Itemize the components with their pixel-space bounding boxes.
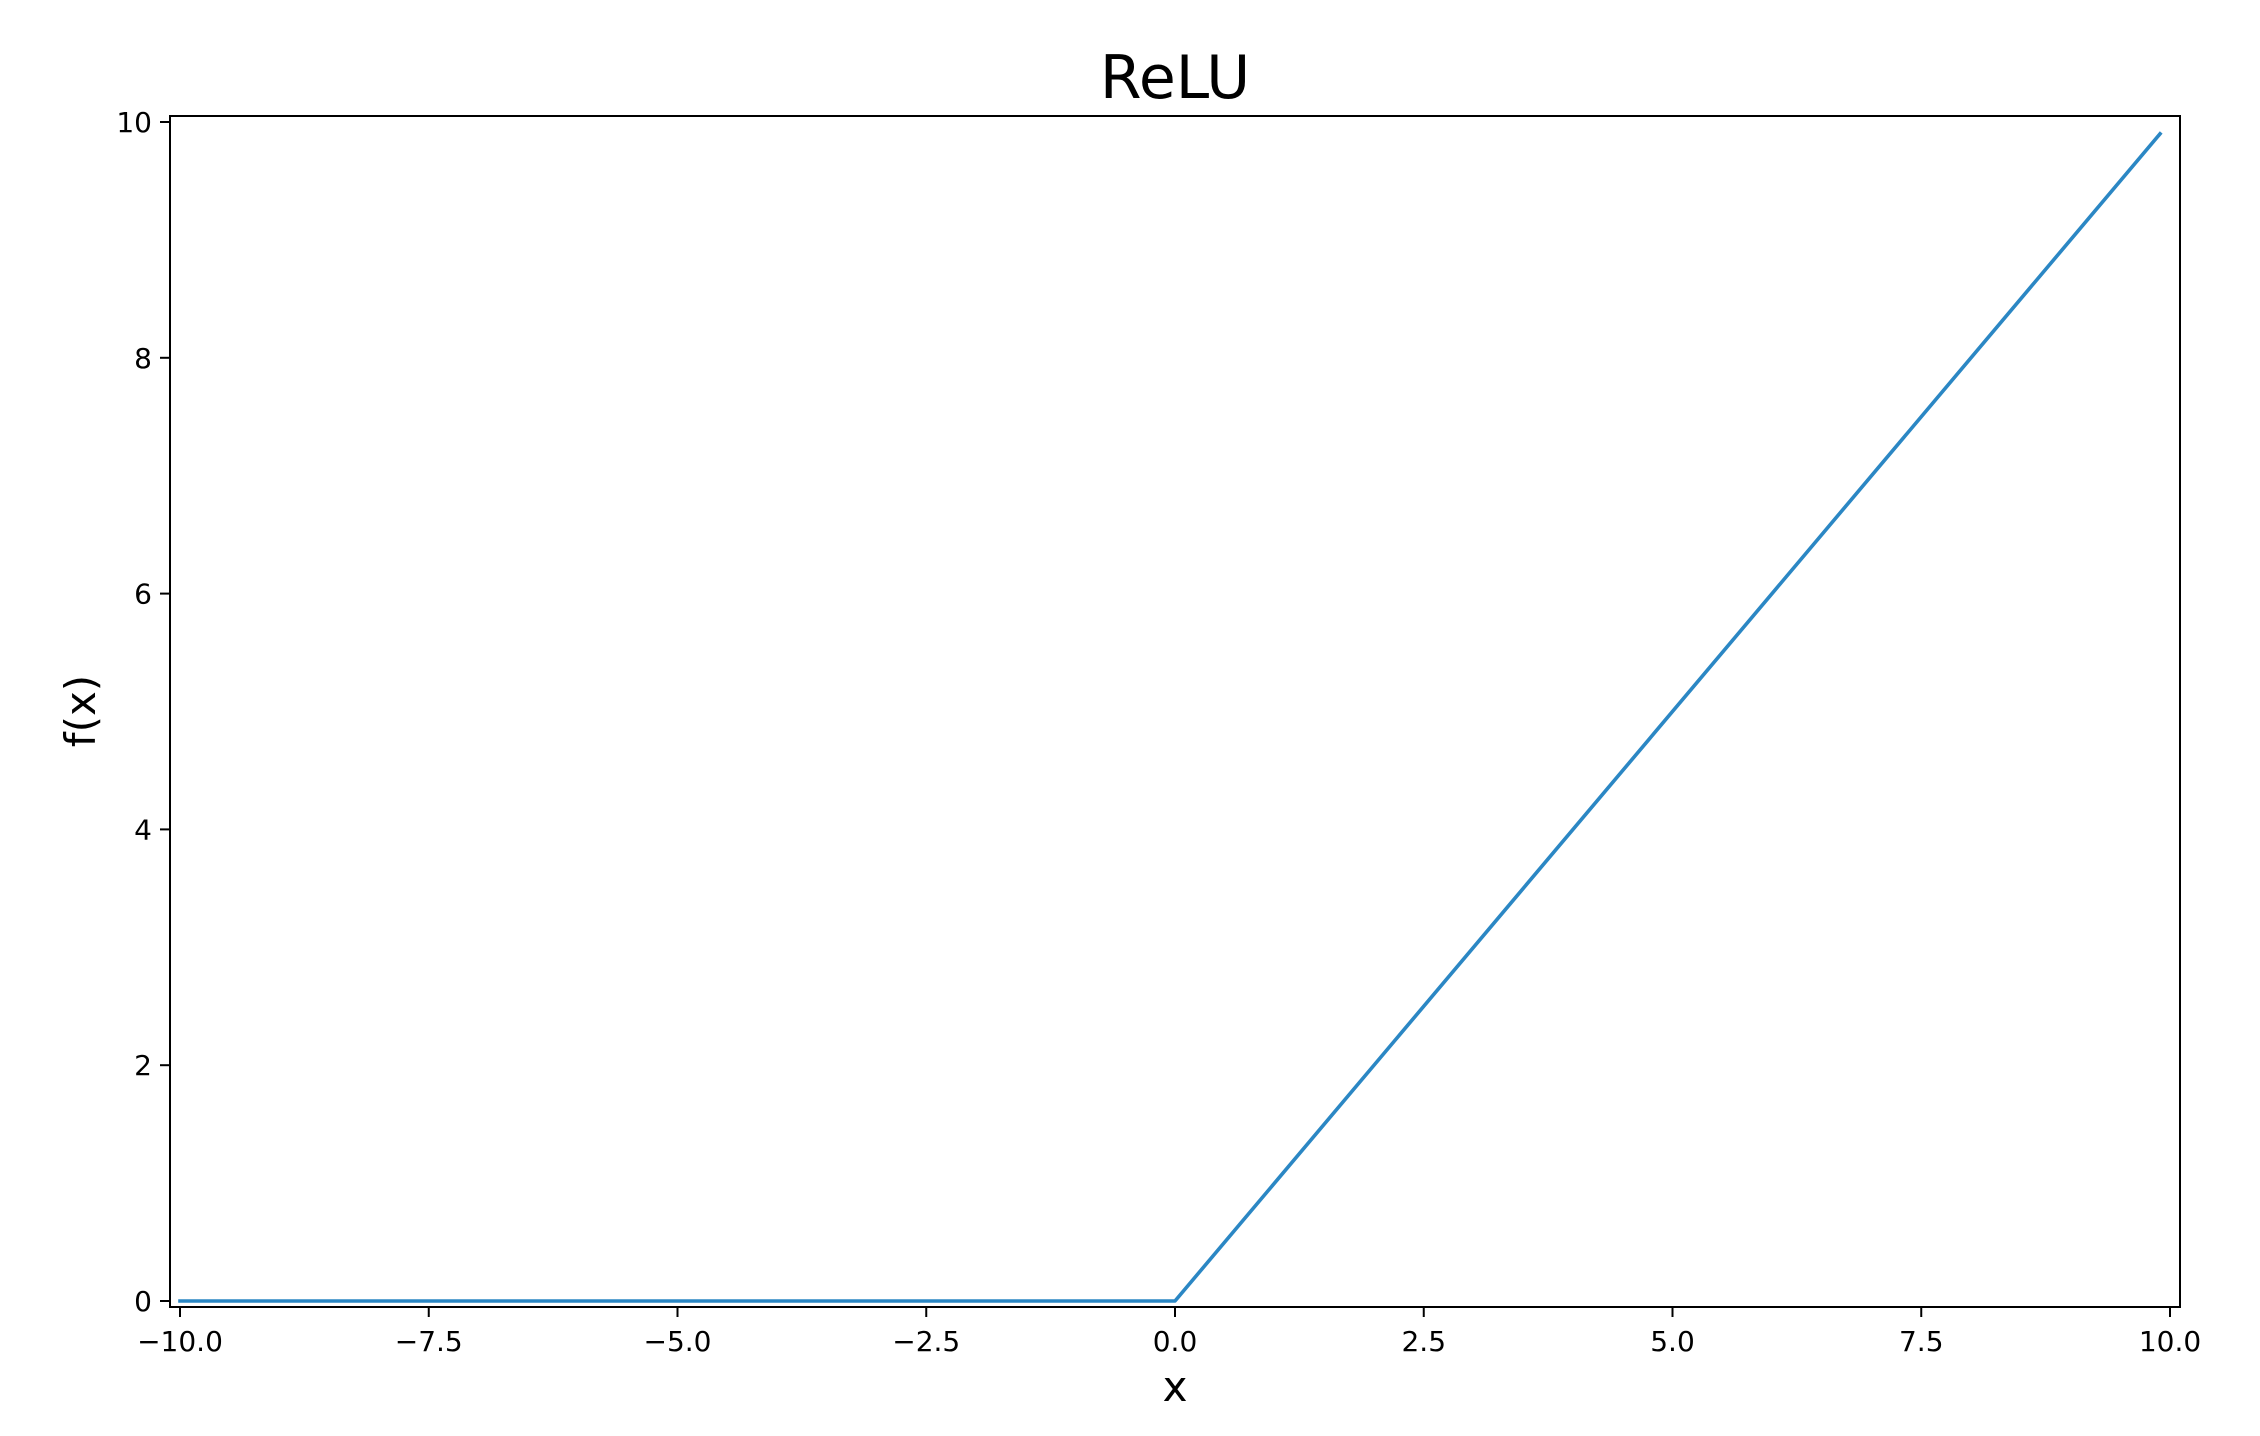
x-tick-label: 10.0 <box>2139 1325 2201 1358</box>
y-tick-label: 6 <box>134 578 152 611</box>
y-tick-label: 4 <box>134 813 152 846</box>
series-line-0 <box>178 131 2163 1303</box>
y-axis-label: f(x) <box>56 675 105 747</box>
y-tick-label: 8 <box>134 342 152 375</box>
y-tick-label: 2 <box>134 1049 152 1082</box>
y-tick-label: 0 <box>134 1285 152 1318</box>
x-tick-label: 2.5 <box>1401 1325 1446 1358</box>
x-tick-label: 7.5 <box>1899 1325 1944 1358</box>
x-tick-label: −5.0 <box>644 1325 712 1358</box>
chart-title: ReLU <box>1100 43 1250 113</box>
x-tick-label: −7.5 <box>395 1325 463 1358</box>
x-tick-label: −10.0 <box>137 1325 223 1358</box>
x-axis-ticks: −10.0 −7.5 −5.0 −2.5 0.0 2.5 5.0 7.5 10.0 <box>137 1307 2201 1358</box>
x-axis-label: x <box>1163 1362 1188 1411</box>
plot-area <box>178 131 2163 1303</box>
x-tick-label: −2.5 <box>892 1325 960 1358</box>
y-tick-label: 10 <box>116 106 152 139</box>
x-tick-label: 5.0 <box>1650 1325 1695 1358</box>
x-tick-label: 0.0 <box>1153 1325 1198 1358</box>
plot-frame <box>169 115 2181 1308</box>
y-axis-ticks: 0 2 4 6 8 10 <box>116 106 170 1318</box>
